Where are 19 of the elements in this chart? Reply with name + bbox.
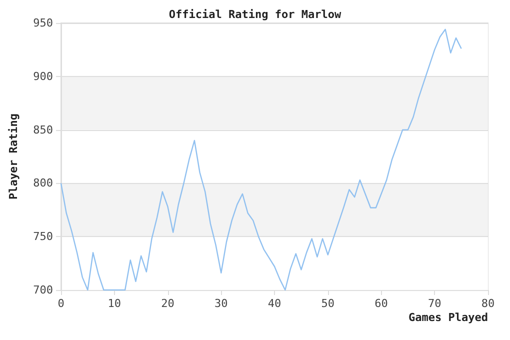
x-tick-label: 60	[374, 297, 388, 310]
y-axis-title: Player Rating	[7, 113, 20, 200]
y-tick-label: 750	[33, 230, 53, 244]
y-tick-label: 950	[33, 16, 53, 30]
x-tick-label: 10	[108, 297, 121, 310]
x-tick-label: 40	[268, 297, 282, 310]
x-tick-label: 70	[428, 297, 442, 310]
x-tick-label: 20	[161, 297, 174, 310]
y-tick-label: 800	[33, 176, 53, 190]
x-axis-title: Games Played	[408, 311, 488, 324]
x-tick-label: 30	[214, 297, 228, 310]
x-tick-label: 0	[58, 297, 64, 310]
line-series	[60, 28, 462, 291]
y-tick-label: 900	[33, 70, 53, 83]
x-tick-label: 50	[321, 297, 334, 310]
y-tick-label: 850	[33, 123, 53, 136]
x-tick-label: 80	[481, 297, 495, 310]
chart-title: Official Rating for Marlow	[168, 8, 342, 21]
y-tick-label: 700	[33, 284, 53, 296]
